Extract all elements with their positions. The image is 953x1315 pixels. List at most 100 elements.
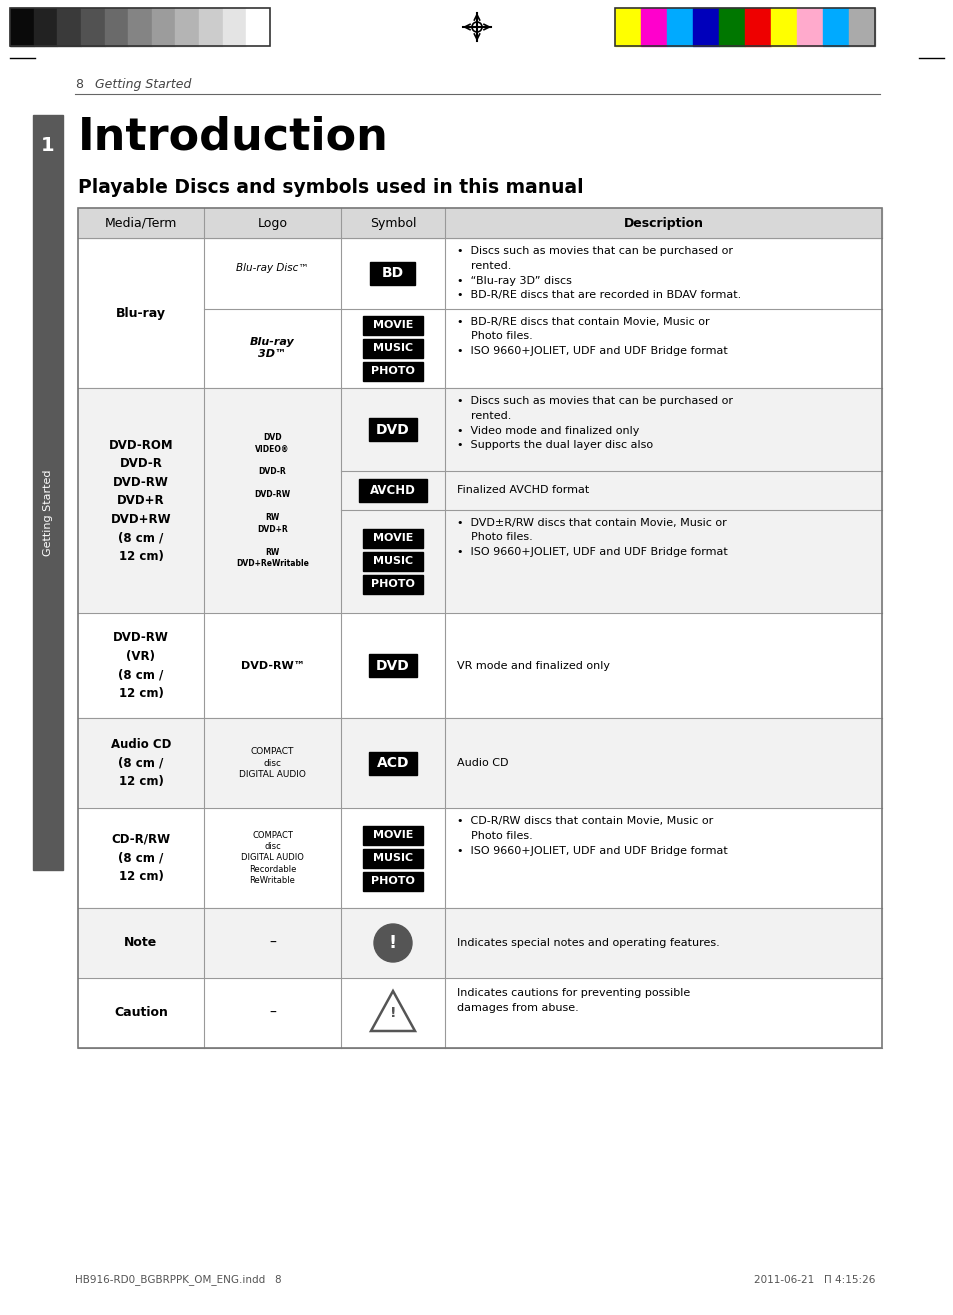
Text: PHOTO: PHOTO xyxy=(371,579,415,589)
Bar xyxy=(370,262,416,285)
Bar xyxy=(363,826,422,844)
Text: MUSIC: MUSIC xyxy=(373,343,413,354)
Text: VR mode and finalized only: VR mode and finalized only xyxy=(456,660,609,671)
Bar xyxy=(363,575,422,594)
Bar xyxy=(615,8,874,46)
Text: !: ! xyxy=(390,1006,395,1020)
Bar xyxy=(615,8,640,46)
Text: Blu-ray: Blu-ray xyxy=(116,306,166,320)
Bar xyxy=(128,8,152,46)
Text: 2011-06-21   Π 4:15:26: 2011-06-21 Π 4:15:26 xyxy=(753,1276,874,1285)
Text: CD-R/RW
(8 cm /
12 cm): CD-R/RW (8 cm / 12 cm) xyxy=(112,832,171,882)
Bar xyxy=(369,751,416,775)
Bar xyxy=(363,872,422,890)
Bar xyxy=(363,848,422,868)
Bar xyxy=(363,316,422,335)
Text: Audio CD
(8 cm /
12 cm): Audio CD (8 cm / 12 cm) xyxy=(111,738,171,788)
Text: MUSIC: MUSIC xyxy=(373,556,413,567)
Text: Introduction: Introduction xyxy=(78,114,389,158)
Text: Blu-ray Disc™: Blu-ray Disc™ xyxy=(236,263,309,274)
Bar xyxy=(222,8,246,46)
Text: Blu-ray
3D™: Blu-ray 3D™ xyxy=(250,337,294,359)
Bar xyxy=(152,8,175,46)
Text: DVD: DVD xyxy=(375,422,410,437)
Text: Caution: Caution xyxy=(114,1006,168,1019)
Bar xyxy=(770,8,796,46)
Bar xyxy=(78,208,882,1048)
Bar xyxy=(33,8,57,46)
Bar xyxy=(363,339,422,358)
Bar xyxy=(744,8,770,46)
Text: Audio CD: Audio CD xyxy=(456,757,508,768)
Text: Note: Note xyxy=(124,936,157,949)
Bar xyxy=(246,8,270,46)
Bar xyxy=(848,8,874,46)
Bar xyxy=(78,718,882,807)
Bar xyxy=(33,114,63,871)
Text: COMPACT
disc
DIGITAL AUDIO: COMPACT disc DIGITAL AUDIO xyxy=(239,747,306,778)
Text: Getting Started: Getting Started xyxy=(95,78,192,91)
Text: 1: 1 xyxy=(41,135,54,154)
Bar xyxy=(363,552,422,571)
Bar xyxy=(78,978,882,1048)
Bar xyxy=(57,8,81,46)
Text: BD: BD xyxy=(381,266,404,280)
Bar xyxy=(358,479,427,502)
Bar xyxy=(719,8,744,46)
Bar xyxy=(822,8,848,46)
Text: DVD-ROM
DVD-R
DVD-RW
DVD+R
DVD+RW
(8 cm /
12 cm): DVD-ROM DVD-R DVD-RW DVD+R DVD+RW (8 cm … xyxy=(109,438,173,563)
Bar xyxy=(81,8,105,46)
Bar xyxy=(10,8,270,46)
Text: MUSIC: MUSIC xyxy=(373,853,413,863)
Text: AVCHD: AVCHD xyxy=(370,484,416,497)
Text: •  CD-R/RW discs that contain Movie, Music or
    Photo files.
•  ISO 9660+JOLIE: • CD-R/RW discs that contain Movie, Musi… xyxy=(456,817,727,856)
Text: DVD
VIDEO®

DVD-R

DVD-RW

RW
DVD+R

RW
DVD+ReWritable: DVD VIDEO® DVD-R DVD-RW RW DVD+R RW DVD+… xyxy=(235,433,309,568)
Text: ACD: ACD xyxy=(376,756,409,771)
Bar xyxy=(175,8,199,46)
Bar xyxy=(369,654,416,677)
Bar xyxy=(78,613,882,718)
Text: Media/Term: Media/Term xyxy=(105,217,177,230)
Text: Symbol: Symbol xyxy=(370,217,416,230)
Text: DVD-RW™: DVD-RW™ xyxy=(240,660,304,671)
Bar xyxy=(363,362,422,381)
Text: Getting Started: Getting Started xyxy=(43,469,53,556)
Bar xyxy=(640,8,666,46)
Text: –: – xyxy=(269,936,275,949)
Text: •  Discs such as movies that can be purchased or
    rented.
•  Video mode and f: • Discs such as movies that can be purch… xyxy=(456,396,732,451)
Text: Finalized AVCHD format: Finalized AVCHD format xyxy=(456,485,589,496)
Bar xyxy=(369,418,416,441)
Text: Indicates cautions for preventing possible
damages from abuse.: Indicates cautions for preventing possib… xyxy=(456,988,690,1013)
Bar xyxy=(78,208,882,238)
Bar xyxy=(363,529,422,548)
Bar xyxy=(692,8,719,46)
Text: –: – xyxy=(269,1006,275,1020)
Bar xyxy=(78,807,882,907)
Text: MOVIE: MOVIE xyxy=(373,534,413,543)
Bar xyxy=(78,907,882,978)
Bar xyxy=(78,238,882,388)
Text: HB916-RD0_BGBRPPK_OM_ENG.indd   8: HB916-RD0_BGBRPPK_OM_ENG.indd 8 xyxy=(75,1274,281,1285)
Text: PHOTO: PHOTO xyxy=(371,367,415,376)
Bar xyxy=(78,388,882,613)
Bar xyxy=(666,8,692,46)
Text: •  DVD±R/RW discs that contain Movie, Music or
    Photo files.
•  ISO 9660+JOLI: • DVD±R/RW discs that contain Movie, Mus… xyxy=(456,518,727,558)
Text: PHOTO: PHOTO xyxy=(371,876,415,886)
Bar xyxy=(796,8,822,46)
Text: •  Discs such as movies that can be purchased or
    rented.
•  “Blu-ray 3D” dis: • Discs such as movies that can be purch… xyxy=(456,246,740,300)
Text: •  BD-R/RE discs that contain Movie, Music or
    Photo files.
•  ISO 9660+JOLIE: • BD-R/RE discs that contain Movie, Musi… xyxy=(456,317,727,356)
Text: DVD: DVD xyxy=(375,659,410,672)
Text: DVD-RW
(VR)
(8 cm /
12 cm): DVD-RW (VR) (8 cm / 12 cm) xyxy=(113,631,169,700)
Text: Indicates special notes and operating features.: Indicates special notes and operating fe… xyxy=(456,938,719,948)
Bar xyxy=(105,8,128,46)
Text: !: ! xyxy=(389,934,396,952)
Circle shape xyxy=(374,924,412,963)
Bar xyxy=(10,8,33,46)
Text: Logo: Logo xyxy=(257,217,287,230)
Text: 8: 8 xyxy=(75,78,83,91)
Text: COMPACT
disc
DIGITAL AUDIO
Recordable
ReWritable: COMPACT disc DIGITAL AUDIO Recordable Re… xyxy=(241,831,304,885)
Text: Playable Discs and symbols used in this manual: Playable Discs and symbols used in this … xyxy=(78,178,583,197)
Text: MOVIE: MOVIE xyxy=(373,321,413,330)
Bar xyxy=(199,8,222,46)
Text: MOVIE: MOVIE xyxy=(373,830,413,840)
